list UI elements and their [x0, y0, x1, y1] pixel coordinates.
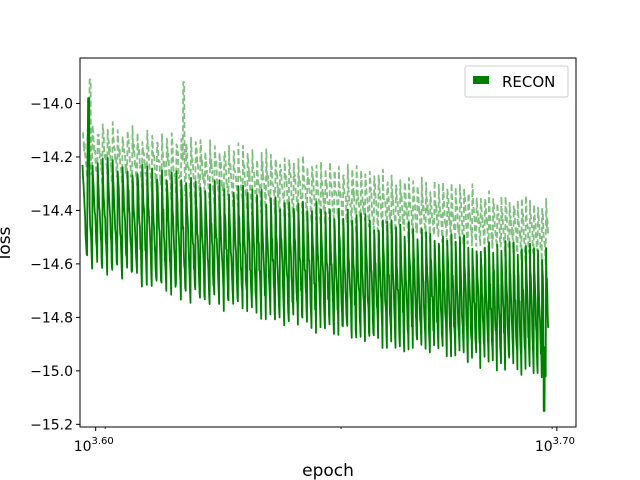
legend: RECON — [464, 65, 569, 98]
legend-box — [464, 65, 569, 98]
x-axis-label: epoch — [302, 461, 354, 480]
legend-swatch-recon — [473, 76, 489, 84]
recon-loss-line — [81, 97, 549, 412]
y-tick-label: −15.0 — [30, 364, 73, 380]
x-tick-base: 10 — [74, 439, 92, 455]
dashed-loss-line — [82, 78, 549, 267]
y-axis: −14.0 −14.2 −14.4 −14.6 −14.8 −15.0 −15.2 — [30, 96, 80, 433]
x-tick-exponent: 3.70 — [553, 436, 575, 447]
x-tick-base: 10 — [535, 439, 553, 455]
legend-label-recon: RECON — [502, 73, 555, 91]
y-tick-label: −14.4 — [30, 203, 73, 219]
y-axis-label: loss — [0, 226, 15, 259]
y-tick-label: −14.2 — [30, 150, 73, 166]
x-tick-label: 103.60 — [74, 436, 114, 455]
x-axis: 103.60 103.70 — [74, 427, 575, 455]
y-tick-label: −14.8 — [30, 310, 73, 326]
y-tick-label: −15.2 — [30, 417, 73, 433]
plot-frame — [79, 57, 577, 428]
y-tick-label: −14.6 — [30, 257, 73, 273]
y-tick-label: −14.0 — [30, 96, 73, 112]
series-layer — [81, 78, 549, 412]
x-tick-exponent: 3.60 — [92, 436, 114, 447]
x-tick-label: 103.70 — [535, 436, 575, 455]
